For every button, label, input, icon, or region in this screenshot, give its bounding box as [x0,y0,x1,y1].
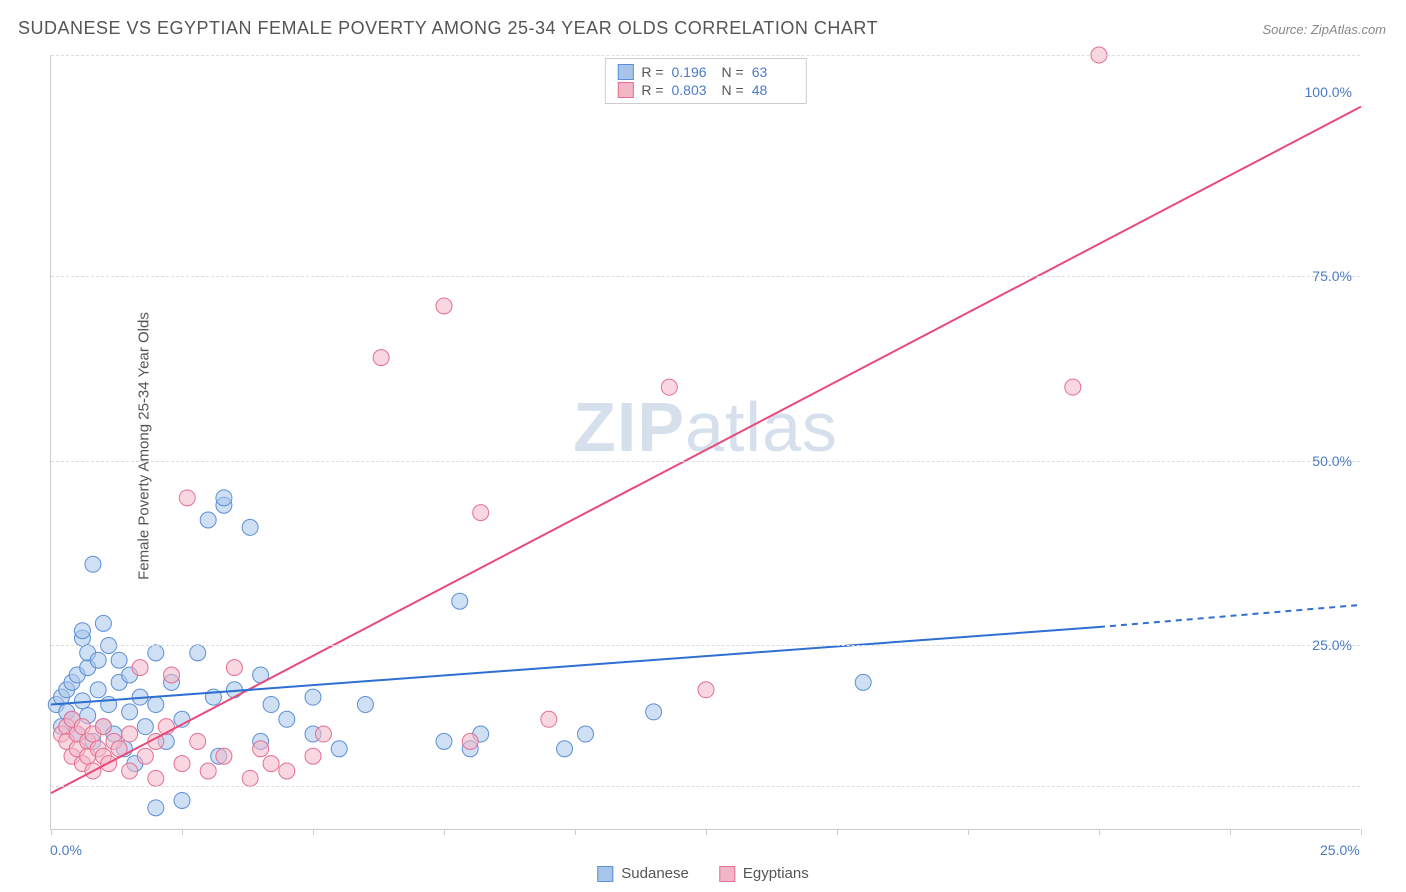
y-tick-label: 50.0% [1312,453,1352,469]
n-val-0: 63 [752,64,794,80]
y-tick-label: 100.0% [1305,84,1352,100]
r-val-1: 0.803 [672,82,714,98]
stats-row-egyptians: R = 0.803 N = 48 [617,81,793,99]
legend-label-1: Egyptians [743,865,809,882]
legend-label-0: Sudanese [621,865,689,882]
y-tick-label: 75.0% [1312,268,1352,284]
r-label2: R = [641,82,663,98]
swatch-egyptians-icon [719,866,735,882]
x-tick-label: 0.0% [50,842,82,858]
n-label2: N = [722,82,744,98]
x-tick-label: 25.0% [1320,842,1360,858]
plot-svg [51,55,1360,829]
source-label: Source: ZipAtlas.com [1262,22,1386,37]
stats-row-sudanese: R = 0.196 N = 63 [617,63,793,81]
legend-item-egyptians: Egyptians [719,865,809,882]
r-label: R = [641,64,663,80]
r-val-0: 0.196 [672,64,714,80]
swatch-egyptians-icon [617,82,633,98]
n-label: N = [722,64,744,80]
swatch-sudanese-icon [617,64,633,80]
bottom-legend: Sudanese Egyptians [597,865,808,882]
chart-container: SUDANESE VS EGYPTIAN FEMALE POVERTY AMON… [0,0,1406,892]
plot-area: ZIPatlas R = 0.196 N = 63 R = 0.803 N = … [50,55,1360,830]
n-val-1: 48 [752,82,794,98]
chart-title: SUDANESE VS EGYPTIAN FEMALE POVERTY AMON… [18,18,878,39]
y-tick-label: 25.0% [1312,637,1352,653]
legend-item-sudanese: Sudanese [597,865,689,882]
swatch-sudanese-icon [597,866,613,882]
stats-legend: R = 0.196 N = 63 R = 0.803 N = 48 [604,58,806,104]
